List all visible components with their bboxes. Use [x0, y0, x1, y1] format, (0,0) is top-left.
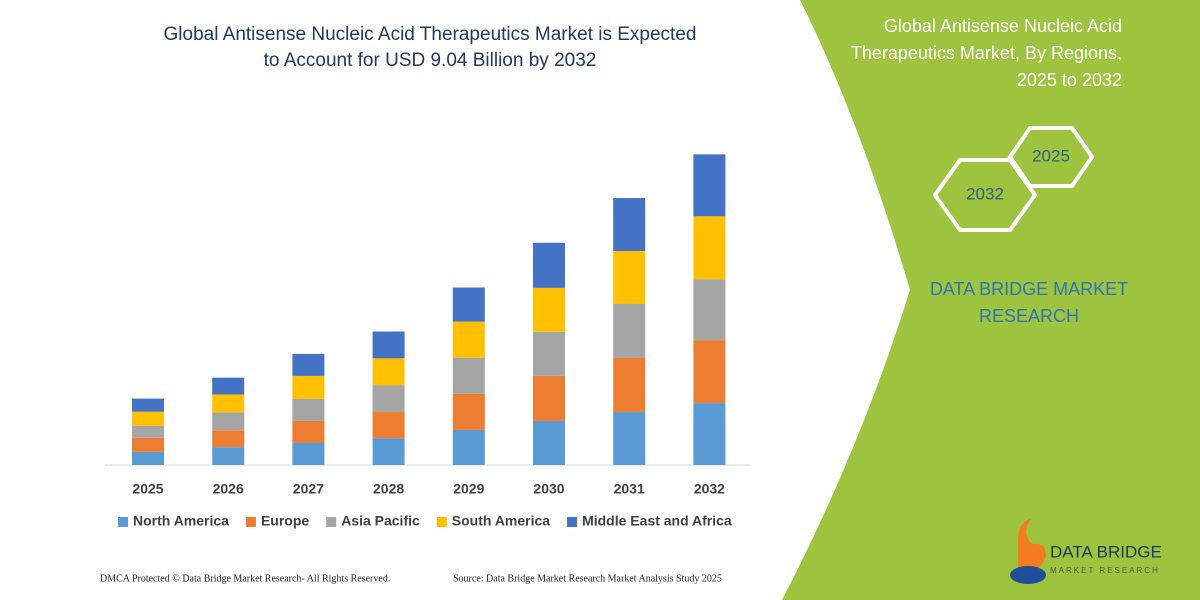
bar-segment — [372, 412, 405, 439]
bar-segment — [452, 393, 485, 430]
bar-segment — [613, 198, 646, 252]
logo — [1010, 518, 1046, 584]
bar-segment — [292, 375, 325, 399]
bar-segment — [212, 447, 245, 465]
bar-segment — [613, 304, 646, 359]
bar-segment — [693, 154, 726, 217]
panel-title: 2025 to 2032 — [1017, 70, 1122, 90]
bar-segment — [693, 279, 726, 341]
bar-segment — [533, 287, 565, 332]
x-tick-label: 2028 — [373, 481, 404, 497]
x-tick-label: 2029 — [453, 481, 484, 497]
bar-segment — [613, 358, 646, 413]
bar-segment — [132, 451, 164, 465]
side-panel — [782, 0, 1200, 600]
brand-text: DATA BRIDGE MARKET — [930, 279, 1128, 299]
x-tick-label: 2031 — [614, 481, 645, 497]
bar-segment — [212, 394, 245, 413]
panel-title: Therapeutics Market, By Regions, — [851, 43, 1122, 63]
legend-swatch — [436, 517, 447, 527]
bar-segment — [212, 377, 245, 395]
chart-title: Global Antisense Nucleic Acid Therapeuti… — [164, 24, 697, 45]
bar-segment — [132, 425, 164, 438]
bar-segment — [372, 331, 405, 359]
bar-segment — [613, 251, 646, 305]
bar-segment — [533, 242, 565, 288]
bar-segment — [212, 430, 245, 448]
x-tick-label: 2026 — [213, 481, 244, 497]
logo-name: DATA BRIDGE — [1050, 542, 1162, 561]
bar-segment — [533, 331, 565, 376]
bar-segment — [212, 412, 245, 431]
legend-label: Middle East and Africa — [582, 513, 732, 529]
bar-segment — [533, 375, 565, 421]
hexagon-label: 2025 — [1032, 146, 1070, 165]
bar-segment — [292, 353, 325, 376]
footer-text: Source: Data Bridge Market Research Mark… — [453, 573, 722, 584]
hexagon — [1007, 126, 1095, 188]
legend-swatch — [118, 517, 128, 527]
bar-segment — [292, 398, 325, 421]
bar-segment — [693, 216, 726, 280]
x-tick-label: 2027 — [293, 481, 324, 497]
panel-title: Global Antisense Nucleic Acid — [884, 16, 1122, 36]
bar-segment — [452, 429, 485, 465]
legend-swatch — [245, 517, 256, 527]
chart-title: to Account for USD 9.04 Billion by 2032 — [264, 50, 597, 71]
footer-text: DMCA Protected © Data Bridge Market Rese… — [100, 573, 390, 584]
bar-segment — [292, 420, 325, 443]
x-tick-label: 2030 — [533, 481, 564, 497]
bar-segment — [372, 385, 405, 413]
logo-tagline: MARKET RESEARCH — [1050, 566, 1160, 575]
bar-segment — [613, 412, 646, 465]
bar-segment — [372, 358, 405, 386]
logo-mark — [1018, 518, 1046, 576]
bar-segment — [452, 357, 485, 394]
bar-segment — [132, 398, 164, 412]
bar-segment — [452, 321, 485, 358]
bar-segment — [533, 420, 565, 465]
bar-segment — [452, 287, 485, 322]
bar-segment — [132, 437, 164, 452]
hexagon-label: 2032 — [966, 184, 1004, 203]
bar-segment — [372, 438, 405, 465]
legend-swatch — [326, 517, 337, 527]
bar-segment — [132, 411, 164, 426]
bar-segment — [693, 403, 726, 465]
x-tick-label: 2025 — [132, 481, 163, 497]
brand-text: RESEARCH — [979, 306, 1079, 326]
x-tick-label: 2032 — [694, 481, 725, 497]
legend-swatch — [567, 517, 578, 527]
legend-label: Europe — [261, 513, 309, 529]
logo-mark — [1010, 566, 1046, 584]
legend-label: North America — [133, 513, 229, 529]
bar-segment — [292, 442, 325, 465]
bar-segment — [693, 340, 726, 404]
legend-label: South America — [452, 513, 550, 529]
legend-label: Asia Pacific — [341, 513, 420, 529]
